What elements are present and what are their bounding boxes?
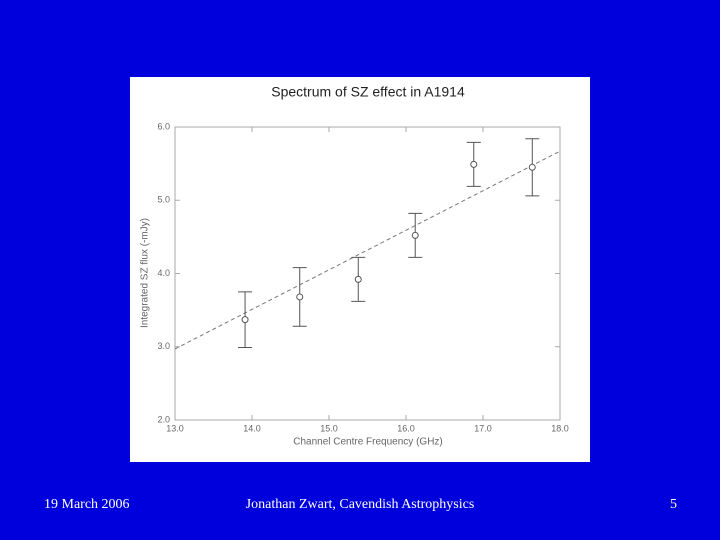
- chart-title: Spectrum of SZ effect in A1914: [271, 84, 465, 100]
- x-tick-label: 15.0: [320, 423, 338, 433]
- y-tick-label: 3.0: [157, 341, 170, 351]
- x-tick-label: 13.0: [166, 423, 184, 433]
- x-tick-label: 18.0: [551, 423, 569, 433]
- y-tick-label: 6.0: [157, 121, 170, 131]
- x-tick-label: 16.0: [397, 423, 415, 433]
- y-tick-label: 2.0: [157, 414, 170, 424]
- y-axis-label: Integrated SZ flux (-mJy): [140, 218, 151, 328]
- x-tick-label: 14.0: [243, 423, 261, 433]
- footer-author: Jonathan Zwart, Cavendish Astrophysics: [246, 497, 475, 512]
- data-point: [296, 293, 304, 301]
- footer-page: 5: [670, 497, 677, 512]
- fit-line: [174, 150, 561, 350]
- chart-panel: [130, 77, 590, 462]
- x-axis-label: Channel Centre Frequency (GHz): [293, 437, 443, 448]
- x-tick-label: 17.0: [474, 423, 492, 433]
- data-point: [411, 231, 419, 239]
- footer-date: 19 March 2006: [44, 497, 130, 512]
- data-point: [354, 275, 362, 283]
- data-point: [470, 160, 478, 168]
- data-point: [528, 163, 536, 171]
- y-tick-label: 4.0: [157, 268, 170, 278]
- y-tick-label: 5.0: [157, 195, 170, 205]
- data-point: [241, 316, 249, 324]
